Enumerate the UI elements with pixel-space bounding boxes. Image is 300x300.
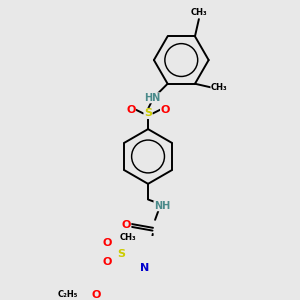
Text: CH₃: CH₃ (119, 232, 136, 242)
Text: N: N (140, 263, 149, 273)
Text: CH₃: CH₃ (190, 8, 207, 17)
Text: O: O (122, 220, 131, 230)
Text: C₂H₅: C₂H₅ (58, 290, 78, 299)
Text: O: O (92, 290, 101, 299)
Text: O: O (103, 257, 112, 267)
Text: NH: NH (154, 201, 170, 211)
Text: CH₃: CH₃ (211, 83, 227, 92)
Text: S: S (144, 109, 152, 118)
Text: O: O (126, 105, 136, 115)
Text: S: S (118, 249, 125, 259)
Text: O: O (103, 238, 112, 248)
Text: HN: HN (144, 93, 160, 103)
Text: O: O (160, 105, 170, 115)
